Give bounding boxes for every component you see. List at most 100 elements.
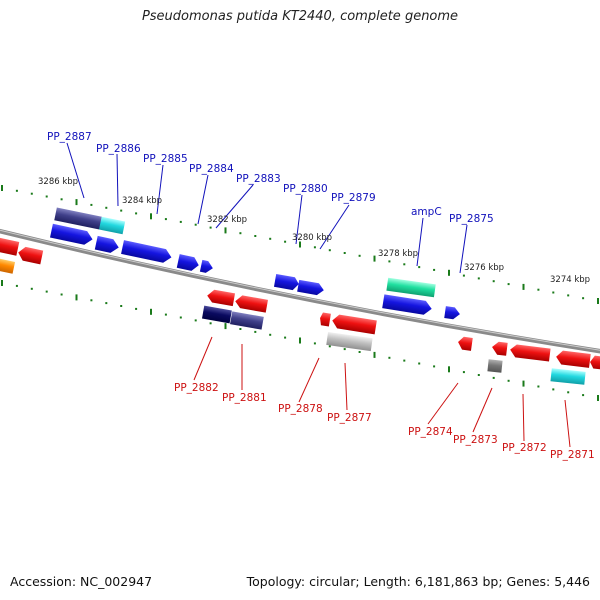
major-tick [373,255,376,262]
major-tick [448,366,450,373]
minor-tick [135,212,138,215]
map-title: Pseudomonas putida KT2440, complete geno… [141,9,459,24]
minor-tick [164,218,167,221]
minor-tick [30,192,33,195]
tick-label-3274: 3274 kbp [550,275,590,285]
gene-label-pp2873[interactable]: PP_2873 [453,434,498,446]
minor-tick [45,195,48,198]
minor-tick [403,359,406,362]
gene-block-pp2877[interactable] [326,331,373,352]
major-tick [597,395,599,401]
gene-arrow-pp2881-upper[interactable] [234,294,268,313]
gene-block-ampc[interactable] [386,277,436,298]
gene-arrow-left-1[interactable] [0,236,20,256]
gene-arrow-pp2877[interactable] [331,314,377,335]
minor-tick [433,268,436,271]
gene-label-pp2883[interactable]: PP_2883 [236,173,281,185]
minor-tick [164,313,167,316]
gene-label-pp2887[interactable]: PP_2887 [47,131,92,143]
gene-block-pp2887[interactable] [54,207,102,230]
gene-labels-top: PP_2887 PP_2886 PP_2885 PP_2884 PP_2883 … [47,131,494,225]
gene-arrow-pp2887[interactable] [50,223,94,246]
gene-block-pp2871[interactable] [550,368,586,385]
tick-label-3280: 3280 kbp [292,233,332,243]
minor-tick [418,266,421,269]
minor-tick [418,362,421,365]
minor-tick [328,249,331,252]
minor-tick [388,356,391,359]
major-tick [224,323,227,330]
minor-tick [492,376,495,379]
minor-tick [179,220,182,223]
genome-backbone-highlight [0,229,600,351]
gene-arrow-pp2874[interactable] [457,336,473,351]
gene-block-pp2881[interactable] [230,311,264,330]
gene-arrow-right-edge[interactable] [589,355,600,370]
leader-lines-bottom [193,336,571,448]
tick-row-bottom [1,280,599,401]
major-tick [1,185,3,191]
gene-label-ampc[interactable]: ampC [411,206,442,218]
gene-arrow-pp2882-upper[interactable] [206,289,236,307]
minor-tick [343,348,346,351]
gene-block-pp2882[interactable] [201,305,232,324]
gene-label-pp2879[interactable]: PP_2879 [331,192,376,204]
gene-label-pp2886[interactable]: PP_2886 [96,143,141,155]
minor-tick [254,235,257,237]
tick-label-3286: 3286 kbp [38,177,78,187]
gene-arrow-pp2884[interactable] [176,254,200,272]
gene-arrow-pp2878[interactable] [319,312,331,327]
gene-arrow-pp2885[interactable] [121,240,173,264]
gene-arrow-pp2886[interactable] [94,235,120,254]
gene-label-pp2880[interactable]: PP_2880 [283,183,328,195]
gene-arrow-pp2871[interactable] [555,350,591,368]
minor-tick [567,294,570,297]
minor-tick [507,283,510,286]
tick-label-3282: 3282 kbp [207,215,247,225]
minor-tick [477,374,480,376]
major-tick [299,241,301,248]
minor-tick [30,287,33,290]
gene-block-left-orange[interactable] [0,257,16,274]
gene-arrow-pp2883[interactable] [199,259,214,274]
minor-tick [358,254,361,257]
minor-tick [269,237,272,240]
gene-label-pp2872[interactable]: PP_2872 [502,442,547,454]
minor-tick [582,394,585,397]
gene-arrow-pp2872[interactable] [509,344,551,362]
gene-label-pp2875[interactable]: PP_2875 [449,213,494,225]
gene-arrow-ampc-region[interactable] [382,294,433,315]
gene-label-pp2874[interactable]: PP_2874 [408,426,453,438]
minor-tick [507,379,510,382]
gene-arrow-left-2[interactable] [17,246,44,265]
gene-label-pp2882[interactable]: PP_2882 [174,382,219,394]
gene-block-pp2886[interactable] [99,216,126,235]
gene-label-pp2878[interactable]: PP_2878 [278,403,323,415]
gene-arrow-pp2879[interactable] [297,279,325,296]
leader-lines-top [66,142,468,274]
major-tick [522,380,525,387]
major-tick [373,351,376,358]
major-tick [299,337,301,344]
tick-label-3284: 3284 kbp [122,196,162,206]
gene-label-pp2881[interactable]: PP_2881 [222,392,267,404]
gene-label-pp2871[interactable]: PP_2871 [550,449,595,461]
minor-tick [537,385,540,388]
gene-arrow-pp2875[interactable] [444,306,461,320]
major-tick [150,213,152,220]
minor-tick [254,330,257,333]
minor-tick [269,333,272,336]
reverse-strand-genes [0,236,600,385]
gene-label-pp2877[interactable]: PP_2877 [327,412,372,424]
gene-arrow-pp2880[interactable] [273,274,300,291]
gene-block-pp2873[interactable] [487,359,503,373]
minor-tick [284,336,287,339]
gene-label-pp2884[interactable]: PP_2884 [189,163,234,175]
minor-tick [388,260,391,263]
genome-backbone [0,228,600,354]
minor-tick [15,189,18,192]
gene-label-pp2885[interactable]: PP_2885 [143,153,188,165]
minor-tick [45,290,48,293]
gene-arrow-pp2873[interactable] [491,341,508,356]
tick-labels: 3286 kbp 3284 kbp 3282 kbp 3280 kbp 3278… [38,177,590,285]
